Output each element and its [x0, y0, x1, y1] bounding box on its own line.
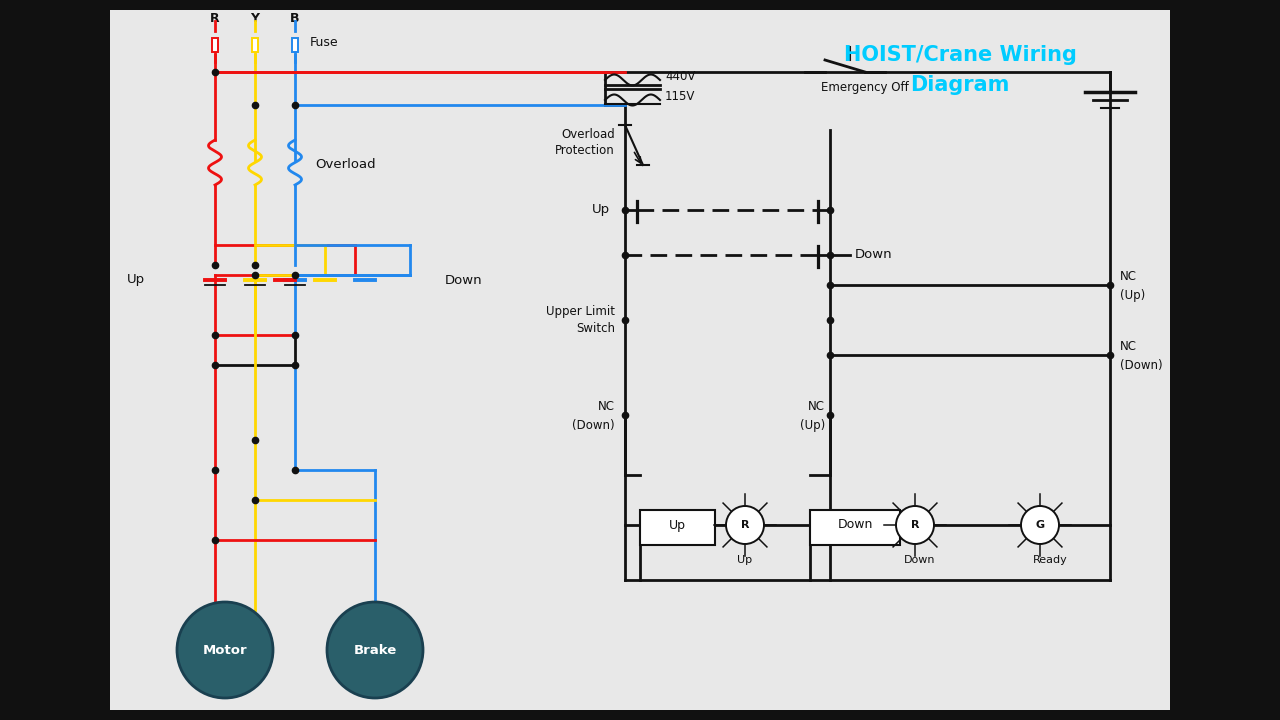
Text: Up: Up [737, 555, 753, 565]
Text: 440V: 440V [666, 71, 695, 84]
Text: Switch: Switch [576, 322, 614, 335]
Text: Diagram: Diagram [910, 75, 1010, 95]
Bar [252, 38, 259, 52]
Text: Overload: Overload [315, 158, 375, 171]
Circle shape [896, 506, 934, 544]
Text: Down: Down [837, 518, 873, 531]
Text: Up: Up [591, 204, 611, 217]
Text: (Down): (Down) [1120, 359, 1162, 372]
Text: (Down): (Down) [572, 418, 614, 431]
Text: 115V: 115V [666, 91, 695, 104]
Text: Motor: Motor [202, 644, 247, 657]
Text: Protection: Protection [556, 143, 614, 156]
Text: Down: Down [445, 274, 483, 287]
Text: NC: NC [808, 400, 826, 413]
Text: HOIST/Crane Wiring: HOIST/Crane Wiring [844, 45, 1076, 65]
Text: Down: Down [904, 555, 936, 565]
Text: Upper Limit: Upper Limit [547, 305, 614, 318]
Text: Ready: Ready [1033, 555, 1068, 565]
Text: B: B [291, 12, 300, 24]
Circle shape [326, 602, 422, 698]
Bar [211, 38, 219, 52]
Text: NC: NC [598, 400, 614, 413]
Text: G: G [1036, 520, 1044, 530]
Circle shape [1021, 506, 1059, 544]
Text: Y: Y [251, 12, 260, 24]
Text: (Up): (Up) [800, 418, 826, 431]
Text: Up: Up [669, 518, 686, 531]
Text: R: R [911, 520, 919, 530]
Text: NC: NC [1120, 341, 1137, 354]
Text: Brake: Brake [353, 644, 397, 657]
Text: (Up): (Up) [1120, 289, 1146, 302]
FancyBboxPatch shape [110, 10, 1170, 710]
Text: R: R [210, 12, 220, 24]
Text: Emergency Off: Emergency Off [822, 81, 909, 94]
Text: Up: Up [127, 274, 145, 287]
Text: NC: NC [1120, 271, 1137, 284]
Text: Fuse: Fuse [310, 35, 339, 48]
Circle shape [726, 506, 764, 544]
Circle shape [177, 602, 273, 698]
Bar [810, 510, 900, 545]
Bar [292, 38, 298, 52]
Text: Down: Down [855, 248, 892, 261]
Text: R: R [741, 520, 749, 530]
Bar [640, 510, 716, 545]
Text: Overload: Overload [561, 128, 614, 142]
